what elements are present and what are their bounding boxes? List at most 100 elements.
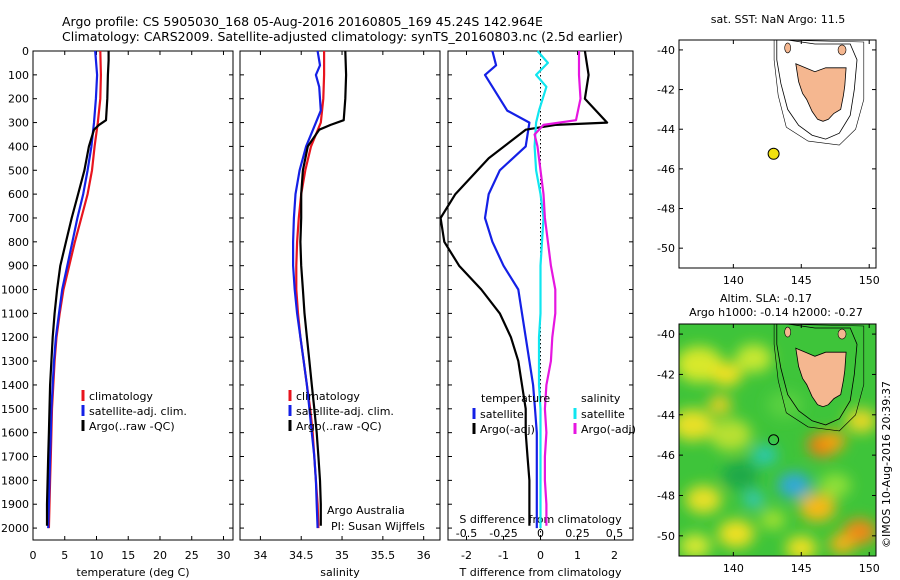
y-tick-label: 800 xyxy=(8,236,29,249)
argo-float-marker xyxy=(767,147,780,160)
x-tick-label: 140 xyxy=(723,274,744,287)
figure-title-line1: Argo profile: CS 5905030_168 05-Aug-2016… xyxy=(62,14,543,29)
y-tick-label: 600 xyxy=(8,188,29,201)
x2-tick-label: -0.25 xyxy=(489,527,517,540)
tasmania-land xyxy=(795,347,847,408)
x-axis-label: temperature (deg C) xyxy=(76,566,189,579)
y-tick-label: -40 xyxy=(657,328,675,341)
plot-frame xyxy=(239,50,441,541)
y-tick-label: 200 xyxy=(8,93,29,106)
map-panels: 140 145 150 -40 -42 -44 -46 -48 -50 140 145 150 -40 -… xyxy=(657,13,880,575)
legend-label: Argo(-adj) xyxy=(480,423,535,436)
y-tick-label: -50 xyxy=(657,242,675,255)
x-tick-label: 145 xyxy=(791,562,812,575)
y-tick-label: 2000 xyxy=(1,522,29,535)
figure-title-line2: Climatology: CARS2009. Satellite-adjuste… xyxy=(62,29,623,44)
y-tick-label: 0 xyxy=(22,45,29,58)
coast-group xyxy=(773,40,865,146)
x-axis-label: T difference from climatology xyxy=(459,566,622,579)
y-tick-label: 500 xyxy=(8,164,29,177)
legend-label: climatology xyxy=(89,390,153,403)
y-tick-label: 900 xyxy=(8,260,29,273)
y-tick-label: -46 xyxy=(657,449,675,462)
x-tick-label: 0 xyxy=(30,549,37,562)
x-tick-label: 20 xyxy=(153,549,167,562)
sla-anomaly-blob xyxy=(685,485,722,514)
y-tick-label: -48 xyxy=(657,489,675,502)
sla-anomaly-blob xyxy=(819,473,851,498)
legend-label: Argo(-adj) xyxy=(581,423,636,436)
y-tick-label: 700 xyxy=(8,212,29,225)
legend-label: Argo(..raw -QC) xyxy=(296,420,382,433)
y-tick-label: 1900 xyxy=(1,498,29,511)
y-tick-label: 1700 xyxy=(1,451,29,464)
x2-tick-label: 0.25 xyxy=(565,527,590,540)
x-tick-label: 15 xyxy=(121,549,135,562)
flinders-island xyxy=(837,328,847,340)
sla-anomaly-blob xyxy=(785,535,817,556)
y-tick-label: -46 xyxy=(657,163,675,176)
sla-anomaly-blob xyxy=(721,461,759,490)
sla-anomaly-blob xyxy=(710,362,743,387)
king-island xyxy=(784,326,791,338)
y-tick-label: 1200 xyxy=(1,331,29,344)
x-tick-label: 35.5 xyxy=(371,549,396,562)
annotation-line: PI: Susan Wijffels xyxy=(331,520,425,533)
x-tick-label: 34 xyxy=(253,549,267,562)
series-line-satellite xyxy=(533,50,549,529)
map-panel-sla: 140 145 150 -40 -42 -44 -46 -48 -50 xyxy=(657,323,880,575)
x-tick-label: 150 xyxy=(859,562,880,575)
legend-label: satellite xyxy=(581,408,625,421)
sla-anomaly-blob xyxy=(679,408,714,441)
y-tick-label: 100 xyxy=(8,69,29,82)
map-frame xyxy=(678,39,877,269)
y-tick-label: -50 xyxy=(657,530,675,543)
legend-title: temperature xyxy=(481,392,550,405)
legend-label: climatology xyxy=(296,390,360,403)
annotation-line: Argo Australia xyxy=(327,504,405,517)
y-tick-label: 1800 xyxy=(1,474,29,487)
king-island xyxy=(784,42,791,54)
x-tick-label: 2 xyxy=(611,549,618,562)
legend-label: satellite-adj. clim. xyxy=(296,405,394,418)
map-frame xyxy=(678,323,877,557)
x2-tick-label: 0.5 xyxy=(606,527,624,540)
panel-salinity: 34 34.5 35 35.5 36 salinity climatology satelli… xyxy=(239,50,441,579)
x-tick-label: 35 xyxy=(335,549,349,562)
y-tick-label: 300 xyxy=(8,117,29,130)
coast-group xyxy=(773,324,865,432)
legend-label: satellite xyxy=(480,408,524,421)
x-tick-label: 10 xyxy=(89,549,103,562)
y-tick-label: 400 xyxy=(8,140,29,153)
sla-blobs xyxy=(679,344,876,556)
y-tick-label: -44 xyxy=(657,409,675,422)
series-line-argo-raw-qc- xyxy=(299,50,348,526)
y-tick-label: 1400 xyxy=(1,379,29,392)
sst-map-title: sat. SST: NaN Argo: 11.5 xyxy=(711,13,845,26)
x-tick-label: 5 xyxy=(61,549,68,562)
x-tick-label: 34.5 xyxy=(289,549,314,562)
sla-anomaly-blob xyxy=(845,408,876,433)
flinders-island xyxy=(837,44,847,56)
sla-anomaly-blob xyxy=(717,519,755,548)
profile-panels: 0100200300400500600700800900100011001200… xyxy=(1,45,636,579)
x-tick-label: -1 xyxy=(498,549,509,562)
y-tick-label: 1500 xyxy=(1,403,29,416)
map-panel-sst: 140 145 150 -40 -42 -44 -46 -48 -50 xyxy=(657,39,880,287)
sla-map-title: Altim. SLA: -0.17 xyxy=(720,292,812,305)
legend-label: Argo(..raw -QC) xyxy=(89,420,175,433)
legend-title: salinity xyxy=(581,392,621,405)
series-line-satellite xyxy=(483,50,538,529)
x-tick-label: 145 xyxy=(791,274,812,287)
argo-float-marker xyxy=(768,434,780,446)
bathymetry-contour xyxy=(776,40,858,140)
tasmania-land xyxy=(795,63,847,122)
legend-label: satellite-adj. clim. xyxy=(89,405,187,418)
sla-map-subtitle: Argo h1000: -0.14 h2000: -0.27 xyxy=(689,306,863,319)
series-line-argo-raw-qc- xyxy=(45,51,110,526)
bathymetry-contour xyxy=(773,40,865,146)
sla-anomaly-blob xyxy=(819,431,846,452)
y-tick-label: -40 xyxy=(657,44,675,57)
x-tick-label: 25 xyxy=(185,549,199,562)
